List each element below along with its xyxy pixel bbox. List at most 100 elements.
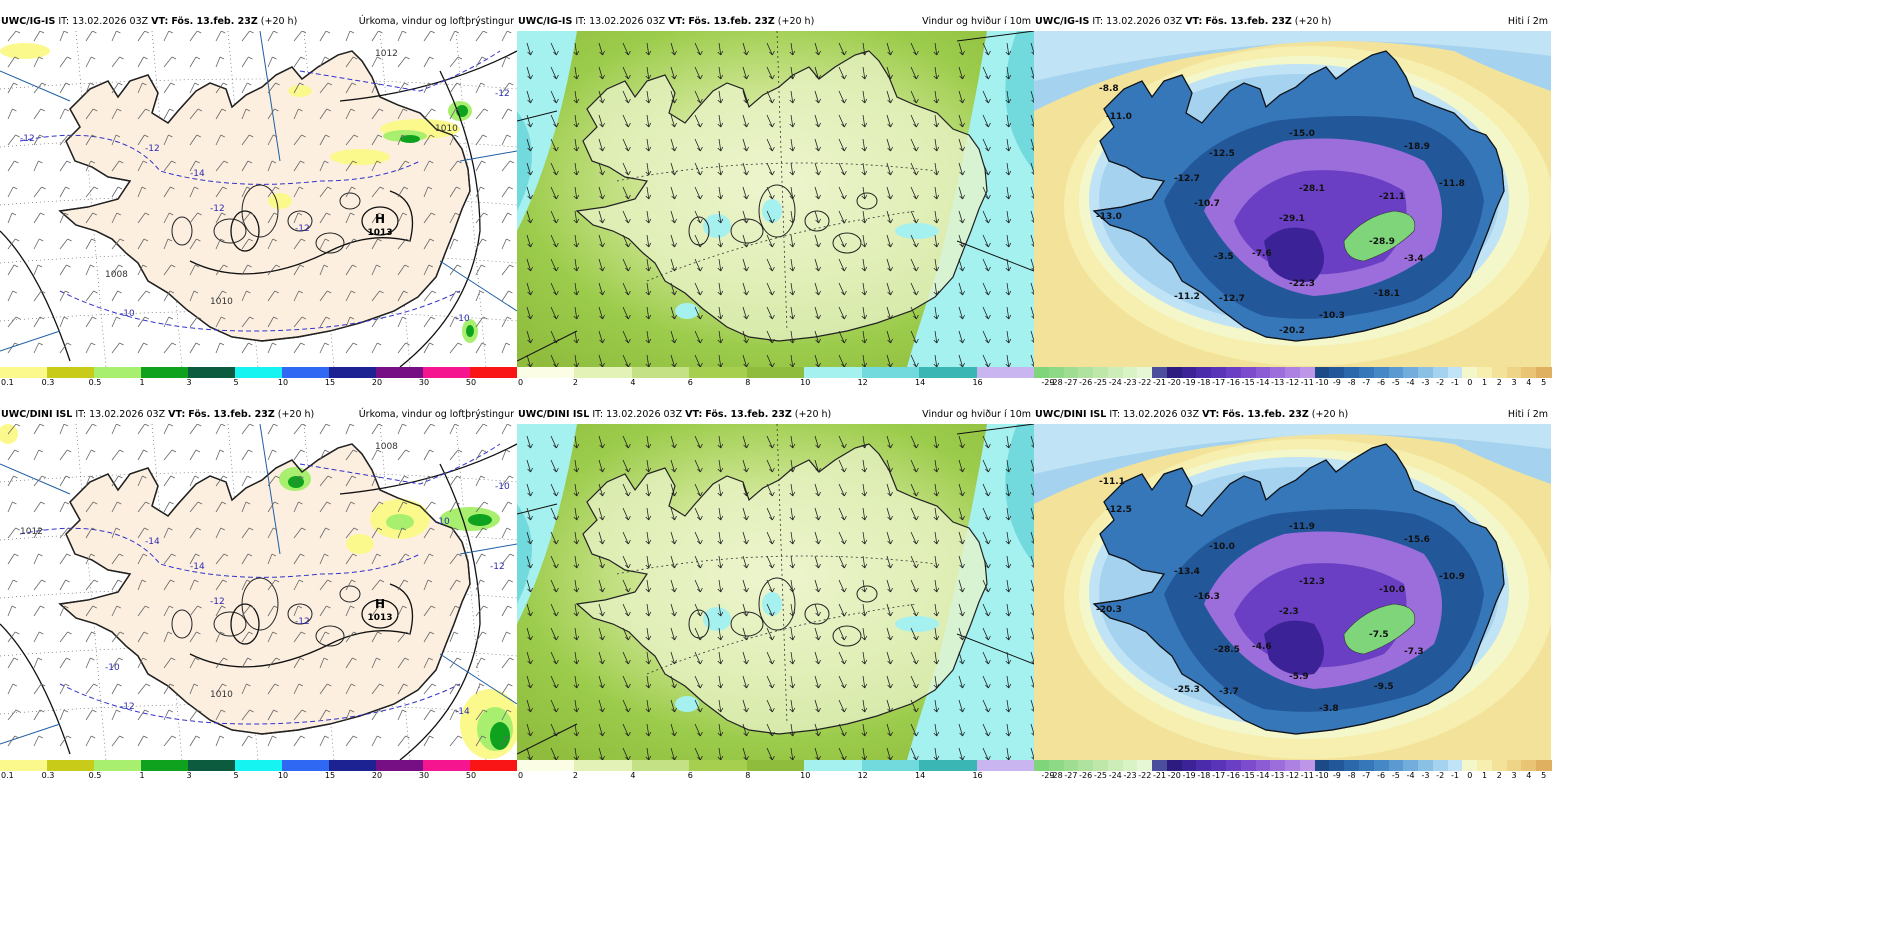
wind-barb [449,709,459,721]
wind-arrow [789,354,796,367]
colorbar-tick-label: -3 [1421,771,1430,780]
wind-barb [137,264,147,276]
isotherm [19,527,421,578]
colorbar-swatch [141,760,189,771]
wind-barb [111,186,123,198]
wind-arrow [910,603,919,617]
wind-arrow [742,210,749,224]
wind-barb [241,631,253,643]
wind-arrow [886,234,893,248]
wind-arrow [526,210,533,224]
wind-barb [449,527,459,539]
wind-arrow [526,699,533,713]
wind-arrow [717,186,724,200]
wind-barb [267,631,277,643]
wind-barb [33,342,43,354]
wind-barb [215,527,225,539]
temperature-label: -12.5 [1106,505,1132,515]
wind-arrow [717,699,724,713]
temperature-label: -28.1 [1299,184,1325,194]
colorbar-tick-label: -22 [1138,378,1152,387]
wind-arrow [670,603,677,617]
wind-barb [267,683,279,695]
wind-arrow [573,258,580,272]
wind-arrow [910,282,919,296]
wind-arrow [886,483,893,497]
colorbar-tick-label: -15 [1241,378,1255,387]
wind-barb [371,553,381,565]
colorbar-swatch [861,760,920,771]
colorbar-swatch [1255,367,1271,378]
wind-barb [189,108,203,120]
valid-time-label: VT: [1185,16,1203,27]
wind-barb [241,501,251,513]
wind-arrow [838,330,847,344]
wind-barb [111,342,124,354]
wind-arrow [550,603,559,617]
wind-barb [59,238,72,250]
wind-arrow [742,627,749,641]
wind-barb [163,709,173,721]
wind-arrow [933,747,940,760]
wind-barb [189,527,201,539]
model-name: UWC/DINI ISL [1,409,73,420]
wind-arrow [717,627,724,641]
wind-arrow [766,555,775,569]
meridian-line [517,424,1034,755]
colorbar-tick-label: -23 [1123,771,1137,780]
wind-arrow [886,306,893,320]
wind-barb [423,82,433,94]
wind-arrow [1005,675,1012,689]
wind-barb [319,82,333,94]
glacier-outline [758,577,796,631]
wind-barb [345,31,355,42]
wind-barb [111,108,122,120]
wind-arrow [766,66,775,80]
glacier-outline [856,192,878,210]
temperature-label: -12.3 [1299,577,1325,587]
colorbar-tick-label: -4 [1406,378,1415,387]
colorbar-tick-label: -27 [1064,771,1078,780]
wind-barb [7,709,21,721]
wind-barb [449,316,459,328]
wind-arrow [910,306,919,320]
isoline-label: -14 [190,562,205,572]
wind-barb [241,238,253,250]
wind-arrow [550,555,559,569]
colorbar-swatch [1240,367,1257,378]
colorbar-tick-label: -2 [1436,378,1445,387]
wind-barb [33,134,44,146]
colorbar-tick-label: 8 [745,378,751,387]
wind-barb [267,186,280,198]
wind-barb [137,31,149,42]
colorbar-tick-label: 4 [1526,771,1532,780]
colorbar-tick-label: -21 [1153,771,1167,780]
wind-arrow [838,42,847,56]
wind-arrow [838,603,847,617]
wind-barb [215,475,228,487]
wind-arrow [1005,579,1012,593]
wind-barb [33,501,45,513]
temperature-label: -4.6 [1252,642,1272,652]
wind-barb [33,449,43,461]
wind-barb [163,683,175,695]
wind-barb [137,553,148,565]
wind-arrow [645,114,652,128]
wind-arrow [886,675,893,689]
colorbar-swatch [1122,367,1138,378]
colorbar-tick-label: 1 [139,378,145,387]
colorbar-tick-label: 10 [277,378,289,387]
wind-barb [215,449,225,461]
wind-barb [371,657,381,669]
wind-barb [215,709,226,721]
colorbar-tick-label: -9 [1332,378,1341,387]
colorbar-swatch [1093,760,1109,771]
isobar [361,599,399,629]
wind-arrow [982,354,991,367]
wind-barb [163,238,173,250]
wind-arrow [622,675,631,689]
wind-arrow [598,507,605,521]
colorbar-tick-label: -6 [1377,378,1386,387]
wind-arrow [1005,234,1012,248]
colorbar-tick-label: 5 [233,771,239,780]
